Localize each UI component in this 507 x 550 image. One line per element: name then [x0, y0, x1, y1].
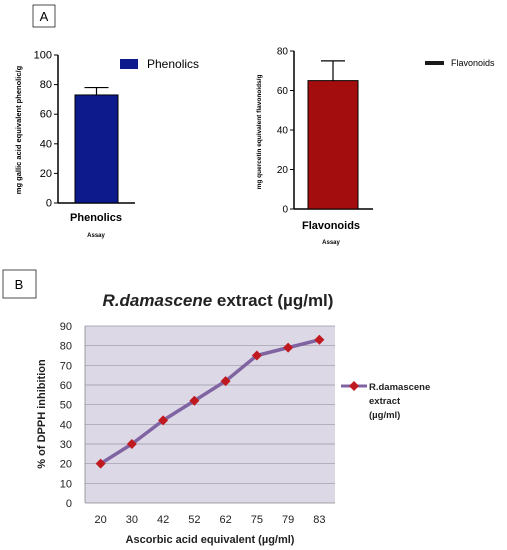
- panel-b-label: B: [15, 277, 24, 292]
- phenolics-legend-swatch: [120, 59, 138, 69]
- phenolics-x-axis-label: Assay: [87, 233, 105, 239]
- flavonoids-y-tick-label: 40: [277, 126, 289, 137]
- phenolics-y-ticks: 0 20 40 60 80 100: [34, 50, 58, 210]
- dpph-data-point: [220, 376, 231, 387]
- dpph-y-tick-label: 40: [60, 419, 72, 431]
- dpph-x-tick-label: 30: [126, 514, 138, 526]
- dpph-data-point: [189, 395, 200, 406]
- flavonoids-y-tick-label: 60: [277, 86, 289, 97]
- dpph-y-tick-label: 60: [60, 380, 72, 392]
- flavonoids-y-tick-label: 20: [277, 165, 289, 176]
- dpph-y-axis-label: % of DPPH inhibition: [36, 359, 48, 469]
- dpph-x-ticks: 20 30 42 52 62 75 79 83: [95, 514, 326, 526]
- dpph-title-rest: extract (µg/ml): [212, 291, 333, 310]
- dpph-chart: R.damascene extract (µg/ml) 0 10 20 30 40 50 6…: [36, 291, 430, 546]
- flavonoids-legend-label: Flavonoids: [451, 58, 495, 68]
- phenolics-y-tick-label: 100: [34, 50, 52, 62]
- panel-a-label: A: [40, 9, 49, 24]
- dpph-data-point: [283, 342, 294, 353]
- phenolics-y-tick-label: 40: [40, 138, 52, 150]
- flavonoids-x-axis-label: Assay: [322, 240, 340, 246]
- dpph-y-tick-label: 0: [66, 498, 72, 510]
- phenolics-y-tick-label: 0: [46, 198, 52, 210]
- dpph-legend-marker: [349, 381, 359, 391]
- dpph-x-axis-label: Ascorbic acid equivalent (µg/ml): [126, 534, 295, 546]
- dpph-title-italic: R.damascene: [103, 291, 213, 310]
- phenolics-y-tick-label: 60: [40, 109, 52, 121]
- dpph-gridlines: [85, 325, 335, 484]
- flavonoids-y-ticks: 0 20 40 60 80: [277, 47, 294, 216]
- panel-a-label-box: [32, 4, 56, 28]
- dpph-y-tick-label: 20: [60, 459, 72, 471]
- dpph-legend-text-line3: (µg/ml): [369, 410, 400, 421]
- dpph-legend-text-line2: extract: [369, 396, 401, 407]
- dpph-data-point: [158, 415, 169, 426]
- dpph-data-point: [95, 458, 106, 469]
- phenolics-bar: [74, 94, 119, 204]
- flavonoids-legend-swatch: [425, 61, 444, 65]
- dpph-x-tick-label: 52: [188, 514, 200, 526]
- dpph-y-tick-label: 10: [60, 478, 72, 490]
- phenolics-y-tick-label: 80: [40, 79, 52, 91]
- flavonoids-y-tick-label: 80: [277, 47, 289, 58]
- phenolics-chart: mg gallic acid equivalent phenolic/g 0 20…: [14, 50, 199, 240]
- dpph-y-tick-label: 70: [60, 360, 72, 372]
- flavonoids-y-tick-label: 0: [282, 205, 288, 216]
- dpph-plot-area: [85, 326, 335, 503]
- dpph-data-point: [251, 350, 262, 361]
- flavonoids-y-axis-label: mg quercetin equivalent flavonoids/g: [256, 75, 263, 190]
- dpph-series-line: [99, 338, 320, 466]
- flavonoids-chart: mg quercetin equivalent flavonoids/g 0 20…: [256, 47, 495, 247]
- dpph-x-tick-label: 83: [313, 514, 325, 526]
- dpph-y-tick-label: 80: [60, 341, 72, 353]
- phenolics-legend-label: Phenolics: [147, 57, 199, 71]
- flavonoids-bar: [307, 80, 359, 210]
- flavonoids-bars: [307, 60, 359, 210]
- dpph-x-tick-label: 42: [157, 514, 169, 526]
- phenolics-y-axis-label: mg gallic acid equivalent phenolic/g: [14, 65, 23, 194]
- dpph-y-ticks: 0 10 20 30 40 50 60 70 80 90: [60, 321, 72, 510]
- dpph-series: [95, 334, 325, 469]
- dpph-data-point: [314, 334, 325, 345]
- dpph-x-tick-label: 62: [220, 514, 232, 526]
- phenolics-category-label: Phenolics: [70, 212, 122, 224]
- dpph-y-tick-label: 50: [60, 400, 72, 412]
- dpph-legend-text-line1: R.damascene: [369, 382, 430, 393]
- dpph-x-tick-label: 20: [95, 514, 107, 526]
- panel-b-label-box: [2, 269, 37, 299]
- dpph-y-tick-label: 30: [60, 439, 72, 451]
- phenolics-bars: [74, 86, 119, 204]
- dpph-x-tick-label: 75: [251, 514, 263, 526]
- phenolics-y-tick-label: 20: [40, 168, 52, 180]
- flavonoids-category-label: Flavonoids: [302, 220, 360, 232]
- dpph-chart-title: R.damascene extract (µg/ml): [103, 291, 334, 310]
- dpph-y-tick-label: 90: [60, 321, 72, 333]
- dpph-x-tick-label: 79: [282, 514, 294, 526]
- dpph-data-point: [126, 439, 137, 449]
